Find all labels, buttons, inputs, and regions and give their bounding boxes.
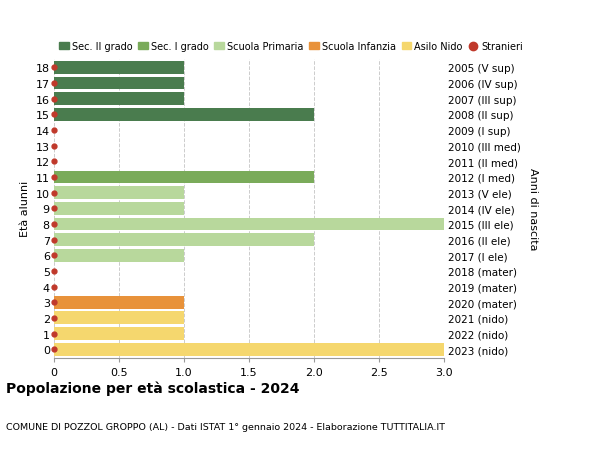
Y-axis label: Età alunni: Età alunni	[20, 181, 30, 237]
Bar	[54, 187, 184, 200]
Text: Popolazione per età scolastica - 2024: Popolazione per età scolastica - 2024	[6, 381, 299, 396]
Bar	[54, 218, 444, 231]
Bar	[54, 171, 314, 184]
Bar	[54, 343, 444, 356]
Bar	[54, 249, 184, 262]
Bar	[54, 327, 184, 340]
Bar	[54, 109, 314, 122]
Legend: Sec. II grado, Sec. I grado, Scuola Primaria, Scuola Infanzia, Asilo Nido, Stran: Sec. II grado, Sec. I grado, Scuola Prim…	[59, 42, 523, 52]
Bar	[54, 202, 184, 215]
Bar	[54, 93, 184, 106]
Bar	[54, 78, 184, 90]
Bar	[54, 234, 314, 246]
Bar	[54, 296, 184, 309]
Bar	[54, 312, 184, 325]
Bar	[54, 62, 184, 75]
Y-axis label: Anni di nascita: Anni di nascita	[528, 168, 538, 250]
Text: COMUNE DI POZZOL GROPPO (AL) - Dati ISTAT 1° gennaio 2024 - Elaborazione TUTTITA: COMUNE DI POZZOL GROPPO (AL) - Dati ISTA…	[6, 422, 445, 431]
